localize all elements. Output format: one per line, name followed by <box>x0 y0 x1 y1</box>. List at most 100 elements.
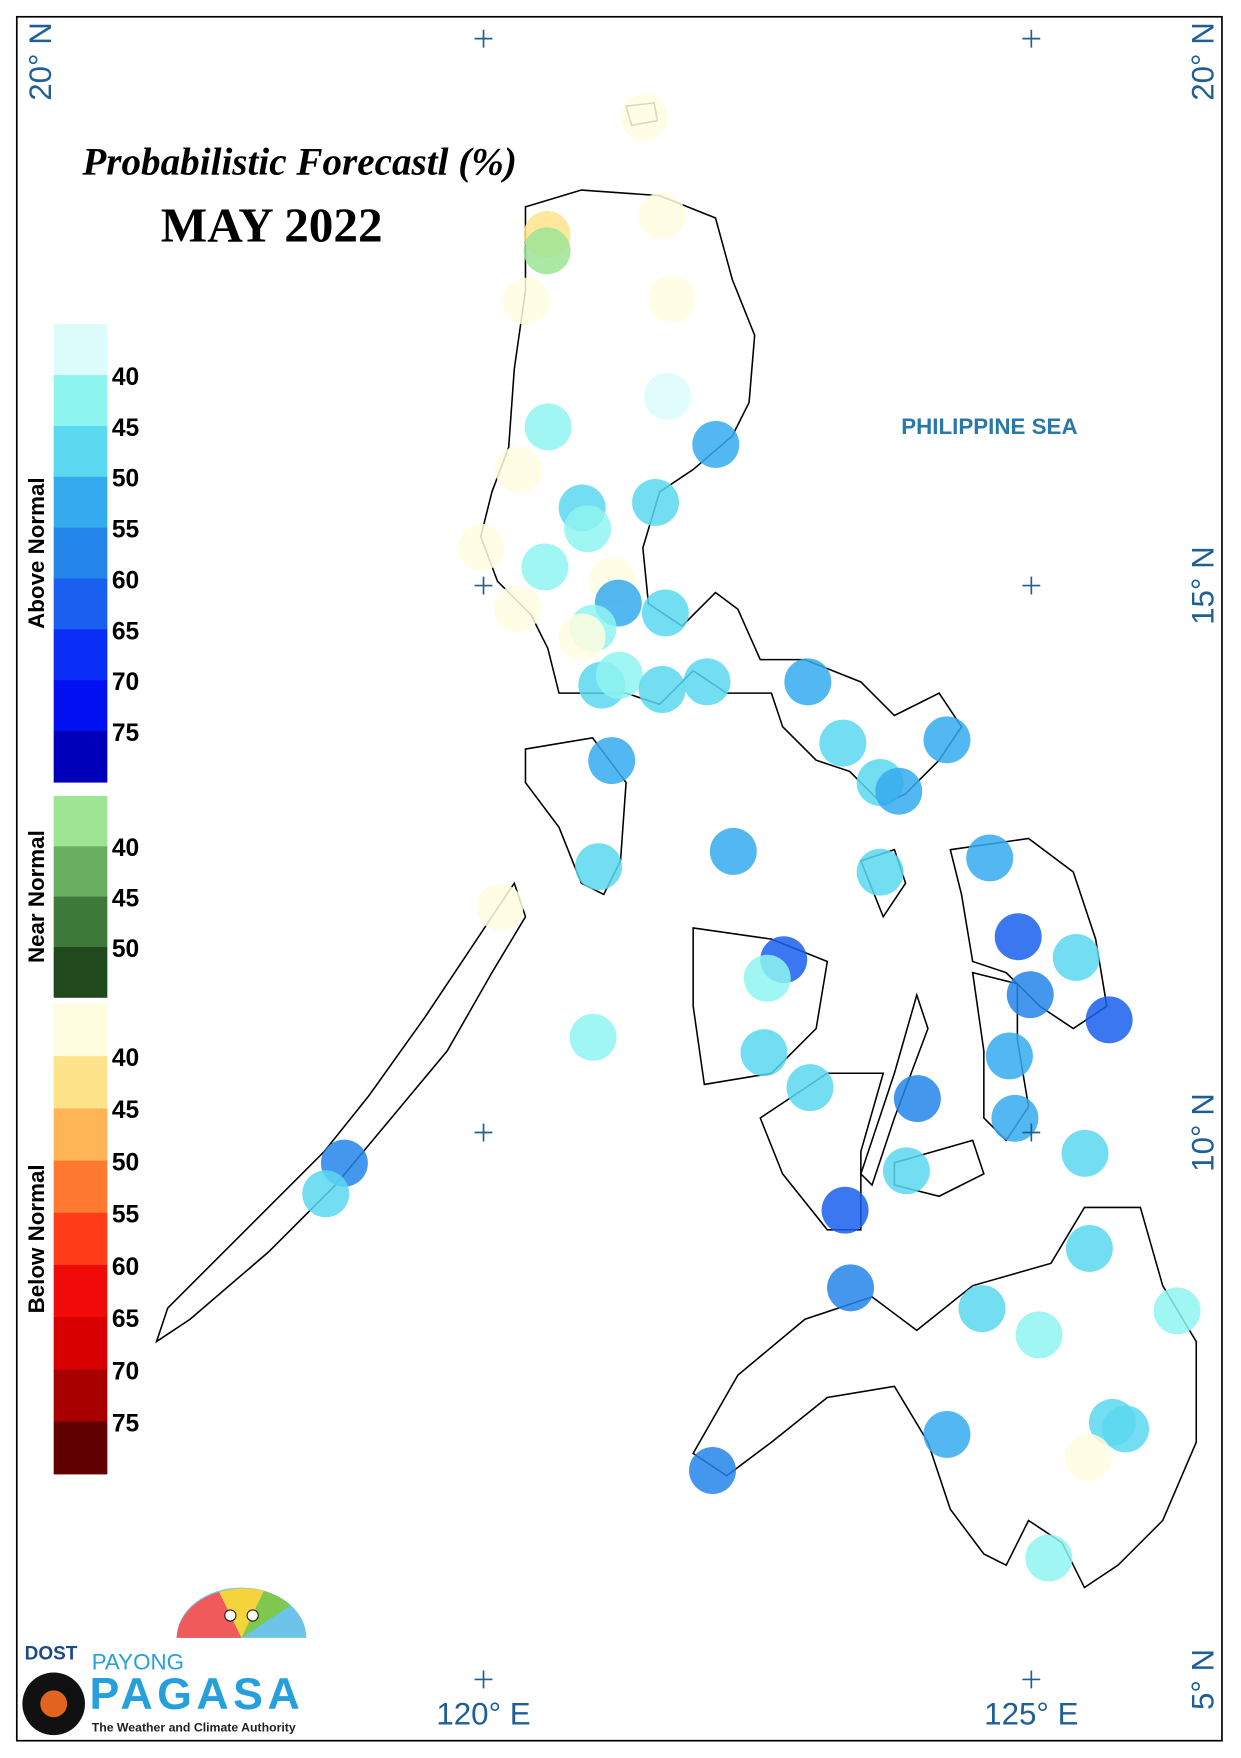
legend-tick-label: 40 <box>112 1045 139 1072</box>
station <box>819 719 867 767</box>
umbrella-panel <box>176 1592 242 1638</box>
station <box>821 1186 869 1234</box>
graticule-cross <box>1022 1670 1041 1689</box>
station <box>494 585 541 633</box>
graticule-cross <box>1022 29 1041 48</box>
map-axes: 120° E 125° E 5° N 10° N 15° N 20° N 20° N <box>23 22 1221 1731</box>
legend-cell <box>53 1369 108 1423</box>
graticule-cross <box>1022 1123 1041 1142</box>
legend-tick-label: 50 <box>112 466 139 493</box>
legend-cell <box>53 476 108 529</box>
station <box>709 827 757 875</box>
station <box>1006 971 1054 1019</box>
station <box>923 1410 971 1458</box>
legend-tick-label: 40 <box>112 835 139 862</box>
legend-tick-label: 65 <box>112 618 139 645</box>
station <box>524 403 572 451</box>
legend-cell <box>53 375 108 427</box>
legend-cell <box>53 578 108 630</box>
station <box>827 1264 875 1312</box>
legend-cell <box>53 1264 108 1318</box>
y-tick-label: 15° N <box>1185 546 1220 625</box>
station <box>893 1075 941 1123</box>
legend-tick-label: 55 <box>112 517 139 544</box>
x-tick-label: 120° E <box>436 1696 530 1731</box>
graticule-cross <box>474 1670 493 1689</box>
station <box>521 543 569 591</box>
station <box>457 523 505 571</box>
legend: 40 45 50 55 60 65 70 75 Above Normal 40 45 50 Near N… <box>24 324 139 1475</box>
y-tick-label: 20° N <box>1185 22 1220 101</box>
legend-cell <box>53 680 108 732</box>
x-tick-label: 125° E <box>984 1696 1078 1731</box>
legend-tick-label: 45 <box>112 415 139 442</box>
legend-cell <box>53 425 108 478</box>
dost-emblem-center <box>40 1690 68 1718</box>
y-tick-label: 20° N <box>23 22 58 101</box>
station <box>621 93 669 141</box>
legend-cell <box>53 1160 108 1214</box>
station <box>1015 1311 1063 1359</box>
station <box>882 1147 930 1195</box>
station <box>575 843 623 891</box>
legend-cell <box>53 629 108 681</box>
station <box>648 275 696 323</box>
map-subtitle: MAY 2022 <box>161 198 383 253</box>
station <box>966 834 1014 882</box>
station <box>564 505 612 553</box>
legend-tick-label: 75 <box>112 720 139 747</box>
logo-line2: PAGASA <box>89 1670 304 1719</box>
legend-tick-label: 60 <box>112 567 139 594</box>
legend-cell <box>53 527 108 580</box>
legend-cell <box>53 946 108 998</box>
station <box>994 913 1042 961</box>
station <box>523 227 571 275</box>
station <box>502 277 550 325</box>
station <box>1065 1224 1113 1272</box>
logo-line1: PAYONG <box>92 1649 184 1674</box>
station <box>495 446 543 494</box>
station <box>588 737 636 785</box>
station <box>683 658 731 706</box>
station <box>558 613 606 661</box>
station <box>1061 1129 1109 1177</box>
station <box>689 1447 736 1494</box>
legend-cell <box>53 1317 108 1370</box>
graticule-cross <box>474 1123 493 1142</box>
station <box>1025 1534 1073 1582</box>
station <box>641 589 689 637</box>
station <box>638 192 686 240</box>
legend-cell <box>53 896 108 948</box>
umbrella-panel <box>241 1590 291 1638</box>
legend-title: Below Normal <box>24 1164 49 1313</box>
station <box>1064 1433 1112 1481</box>
umbrella-eye <box>224 1609 237 1622</box>
station <box>1052 934 1100 981</box>
umbrella-eye <box>246 1609 259 1622</box>
legend-cell <box>53 1212 108 1266</box>
legend-tick-label: 55 <box>112 1202 139 1229</box>
station <box>786 1064 834 1112</box>
station <box>1085 996 1133 1044</box>
legend-tick-label: 75 <box>112 1410 139 1437</box>
station <box>595 651 643 699</box>
legend-tick-label: 40 <box>112 364 139 391</box>
graticule-cross <box>474 29 493 48</box>
logo-agency: DOST <box>25 1644 78 1665</box>
station <box>991 1094 1039 1142</box>
station <box>784 658 832 706</box>
graticule-cross <box>1022 576 1041 595</box>
legend-tick-label: 65 <box>112 1306 139 1333</box>
station <box>632 478 680 526</box>
station <box>856 848 904 896</box>
legend-cell <box>53 1108 108 1162</box>
station <box>743 954 791 1002</box>
station <box>958 1285 1006 1333</box>
legend-cell <box>53 1056 108 1109</box>
legend-tick-label: 70 <box>112 669 139 696</box>
graticule-cross <box>474 576 493 595</box>
y-tick-label: 10° N <box>1185 1093 1220 1172</box>
station <box>985 1032 1033 1080</box>
station <box>875 767 923 815</box>
